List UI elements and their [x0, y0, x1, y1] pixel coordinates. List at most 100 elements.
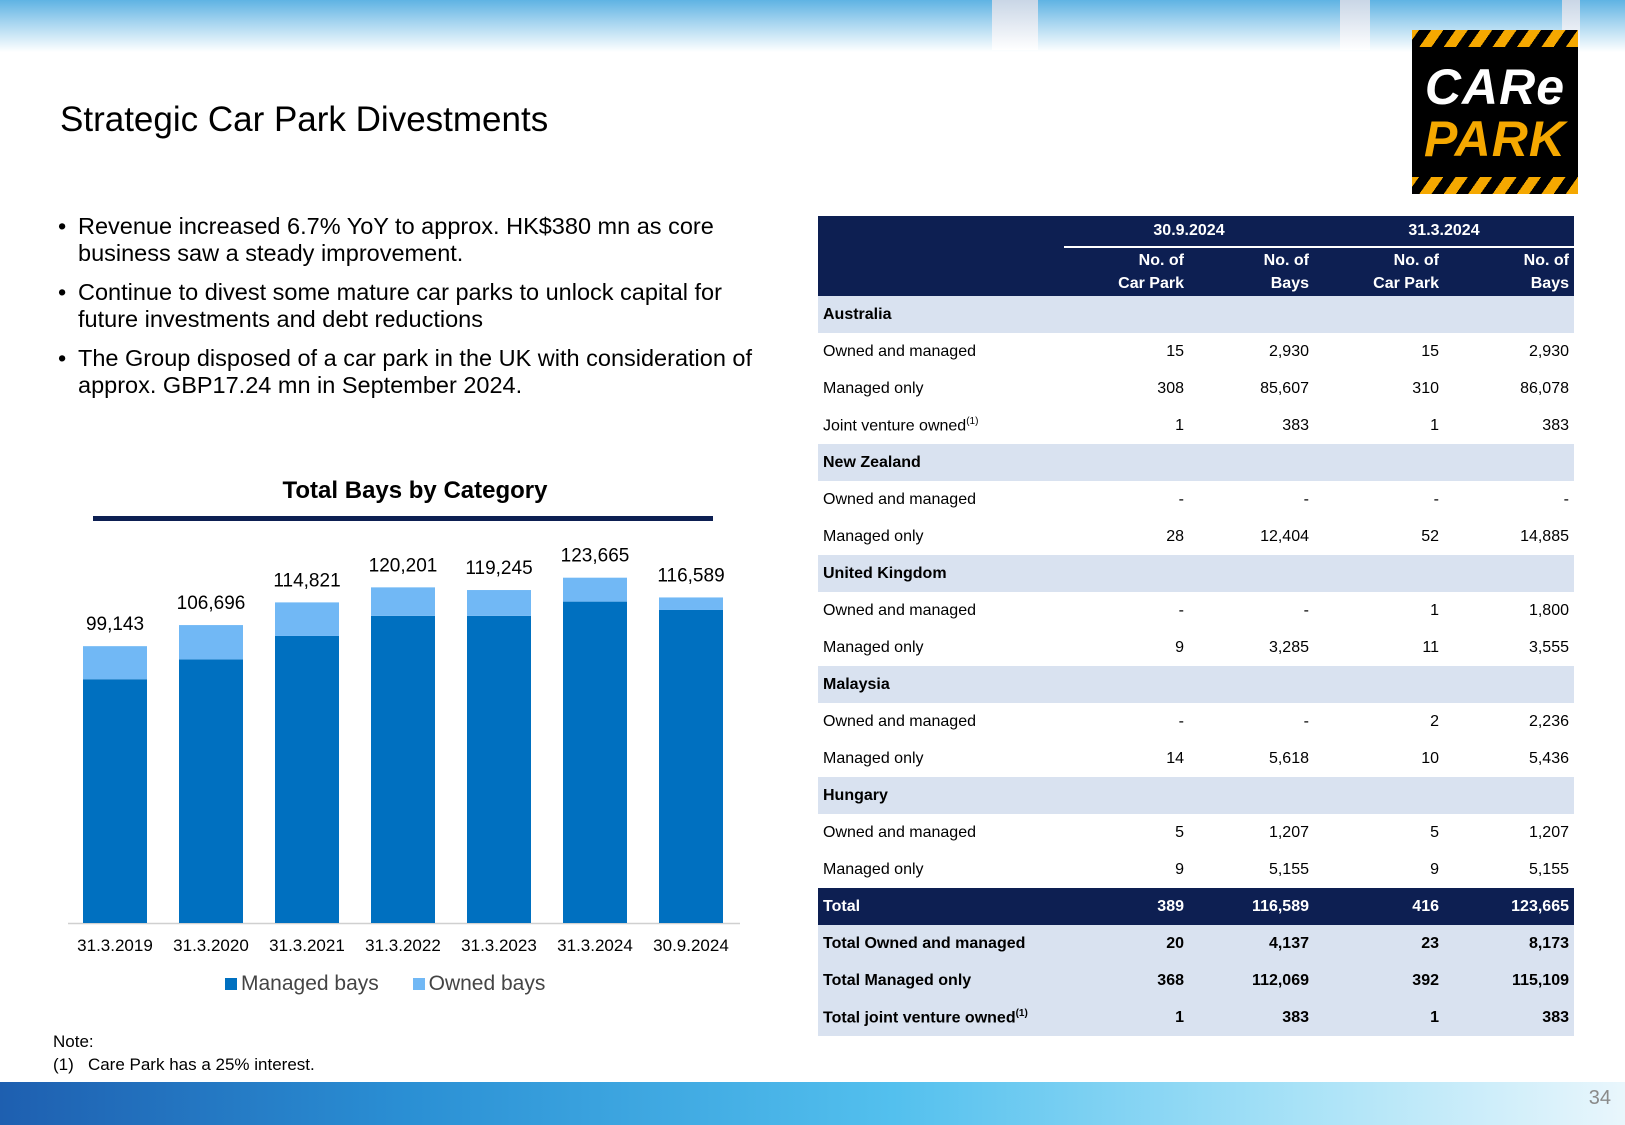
table-cell: 85,607 [1260, 379, 1309, 397]
table-row-region: Malaysia [818, 666, 1574, 703]
table-cell: 11 [1422, 638, 1439, 656]
car-park-bays-table: 30.9.2024 31.3.2024 No. of Car Park No. o… [818, 216, 1574, 1036]
table-row-total: Total 389 116,589 416 123,665 [818, 888, 1574, 925]
column-header-line2: Car Park [1118, 275, 1184, 292]
bar-owned-bays [371, 587, 435, 616]
row-label: Owned and managed [818, 333, 1064, 370]
top-decor-band [0, 0, 1625, 52]
row-label-text: Managed only [823, 379, 924, 397]
row-label: Owned and managed [818, 814, 1064, 851]
row-label: Managed only [818, 851, 1064, 888]
table-cell: 123,665 [1444, 888, 1574, 925]
table-cell: 368 [1064, 962, 1189, 999]
row-label-text: Total joint venture owned [823, 1009, 1016, 1027]
column-header: No. of Bays [1189, 247, 1314, 296]
table-row-data: Owned and managed - - 1 1,800 [818, 592, 1574, 629]
bar-managed-bays [83, 679, 147, 923]
top-decor-block [992, 0, 1038, 50]
bullet-list: Revenue increased 6.7% YoY to approx. HK… [58, 213, 778, 411]
bar-owned-bays [467, 590, 531, 616]
column-header-line1: No. of [1523, 252, 1569, 269]
row-label-text: Owned and managed [823, 712, 976, 730]
table-cell: 14,885 [1520, 527, 1569, 545]
legend-swatch-owned [412, 978, 425, 991]
bar-managed-bays [659, 609, 723, 923]
legend-item-managed: Managed bays [225, 972, 385, 995]
row-label: Australia [818, 296, 1574, 333]
legend-item-owned: Owned bays [412, 972, 545, 995]
row-label: Managed only [818, 518, 1064, 555]
table-cell: 2,930 [1528, 342, 1569, 360]
table-cell: 1,207 [1528, 823, 1569, 841]
row-label: Owned and managed [818, 703, 1064, 740]
table-cell: 8,173 [1444, 925, 1574, 962]
total-bays-bar-chart: 99,143 31.3.2019 106,696 31.3.2020 114,821 31… [68, 546, 740, 955]
row-label-text: Owned and managed [823, 823, 976, 841]
table-cell: 1 [1064, 999, 1189, 1036]
row-label: Owned and managed [818, 481, 1064, 518]
page-number: 34 [1588, 1087, 1611, 1109]
table-cell: 116,589 [1189, 888, 1314, 925]
row-label: Managed only [818, 629, 1064, 666]
row-label-text: Owned and managed [823, 490, 976, 508]
table-cell: 23 [1314, 925, 1444, 962]
table-cell: 5 [1430, 823, 1439, 841]
row-label-text: Total Managed only [823, 971, 972, 989]
bar-total-label: 99,143 [86, 614, 144, 635]
bar-owned-bays [563, 577, 627, 602]
row-label-text: Managed only [823, 527, 924, 545]
row-label-text: United Kingdom [823, 564, 947, 582]
top-decor-block [1340, 0, 1370, 50]
table-cell: 5,436 [1528, 749, 1569, 767]
row-label-text: Joint venture owned [823, 417, 967, 435]
table-cell: 5,155 [1528, 860, 1569, 878]
table-cell: 308 [1157, 379, 1184, 397]
table-cell: - [1303, 712, 1309, 730]
table-cell: 383 [1542, 416, 1569, 434]
table-cell: 10 [1421, 749, 1439, 767]
row-label: Total Owned and managed [818, 925, 1064, 962]
row-label: United Kingdom [818, 555, 1574, 592]
x-tick-label: 31.3.2019 [77, 936, 153, 955]
bar-managed-bays [371, 615, 435, 923]
table-row-region: Australia [818, 296, 1574, 333]
table-cell: 389 [1064, 888, 1189, 925]
logo-stripe-top [1412, 30, 1578, 47]
column-header: No. of Car Park [1064, 247, 1189, 296]
table-cell: 14 [1166, 749, 1184, 767]
table-row-region: Hungary [818, 777, 1574, 814]
footnote-heading: Note: [53, 1032, 94, 1051]
chart-title-rule [93, 516, 713, 521]
legend-swatch-managed [225, 978, 237, 991]
footnote-marker: (1) [966, 415, 979, 427]
table-cell: 2,930 [1268, 342, 1309, 360]
table-cell: 3,285 [1268, 638, 1309, 656]
table-cell: 383 [1444, 999, 1574, 1036]
table-cell: - [1433, 490, 1439, 508]
column-header-line2: Car Park [1373, 275, 1439, 292]
table-row-data: Managed only 14 5,618 10 5,436 [818, 740, 1574, 777]
table-cell: 9 [1430, 860, 1439, 878]
table-cell: - [1178, 601, 1184, 619]
table-cell: 1,800 [1528, 601, 1569, 619]
bar-total-label: 106,696 [177, 593, 246, 614]
table-column-header-row: No. of Car Park No. of Bays No. of Car Park… [818, 247, 1574, 296]
table-row-region: United Kingdom [818, 555, 1574, 592]
table-corner-cell [818, 247, 1064, 296]
table-row-data: Owned and managed - - - - [818, 481, 1574, 518]
table-cell: 2,236 [1528, 712, 1569, 730]
bar-owned-bays [179, 625, 243, 660]
row-label-text: Managed only [823, 860, 924, 878]
page-title: Strategic Car Park Divestments [60, 100, 549, 139]
table-cell: 1,207 [1268, 823, 1309, 841]
column-header-line2: Bays [1530, 275, 1569, 292]
row-label: Hungary [818, 777, 1574, 814]
table-cell: 2 [1430, 712, 1439, 730]
logo-text-line2: PARK [1424, 111, 1566, 167]
bar-total-label: 114,821 [273, 570, 340, 591]
bottom-decor-band [0, 1082, 1625, 1125]
x-tick-label: 30.9.2024 [653, 936, 729, 955]
table-cell: 115,109 [1444, 962, 1574, 999]
bar-managed-bays [275, 635, 339, 923]
period-header: 30.9.2024 [1064, 216, 1314, 248]
